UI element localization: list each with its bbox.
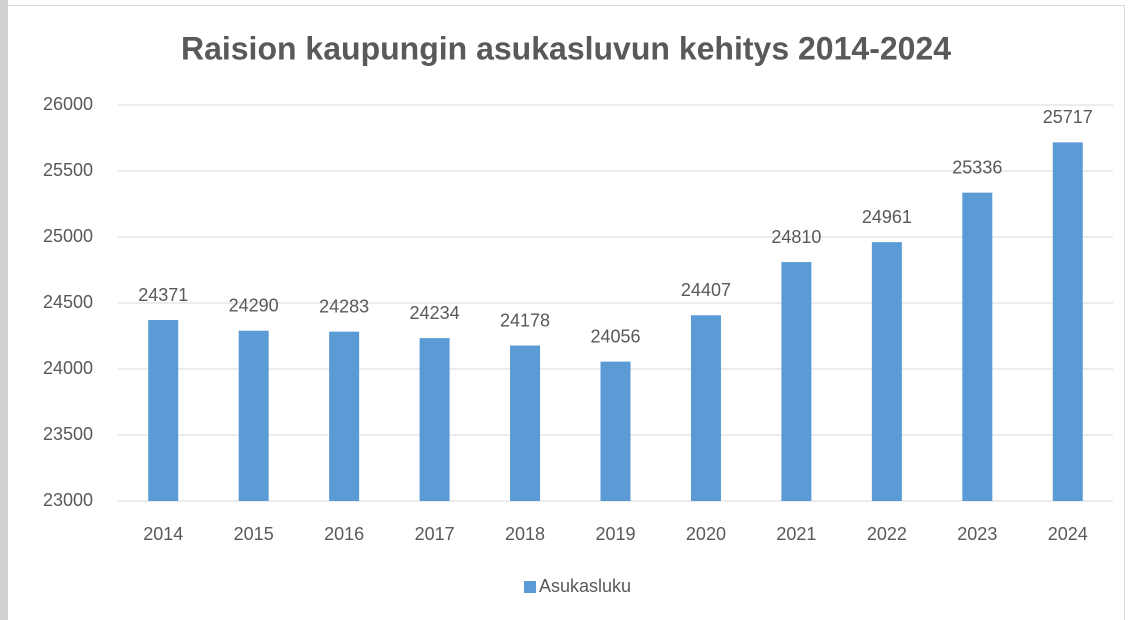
x-tick-label: 2022 [867, 524, 907, 544]
data-label: 24056 [590, 326, 640, 346]
x-tick-label: 2024 [1048, 524, 1088, 544]
x-tick-label: 2019 [595, 524, 635, 544]
bar [962, 192, 993, 501]
data-label: 24371 [138, 285, 188, 305]
bar [781, 262, 812, 501]
bar [690, 315, 721, 501]
left-border [0, 0, 8, 620]
y-tick-label: 24000 [43, 358, 93, 378]
data-label: 24961 [862, 207, 912, 227]
y-tick-label: 26000 [43, 94, 93, 114]
legend-label: Asukasluku [539, 576, 631, 596]
x-tick-label: 2023 [957, 524, 997, 544]
chart-title: Raision kaupungin asukasluvun kehitys 20… [181, 30, 951, 66]
x-tick-label: 2020 [686, 524, 726, 544]
data-label: 24810 [771, 227, 821, 247]
x-tick-label: 2017 [415, 524, 455, 544]
bar [419, 338, 450, 501]
bar [510, 345, 541, 501]
y-tick-label: 25000 [43, 226, 93, 246]
legend-swatch [524, 581, 536, 593]
y-tick-label: 23000 [43, 490, 93, 510]
data-label: 24178 [500, 310, 550, 330]
data-label: 24283 [319, 296, 369, 316]
bar [148, 320, 179, 501]
bar [329, 331, 360, 501]
data-label: 25336 [952, 157, 1002, 177]
y-tick-label: 24500 [43, 292, 93, 312]
bar [238, 330, 269, 501]
x-tick-label: 2016 [324, 524, 364, 544]
bar [600, 361, 631, 501]
x-tick-label: 2018 [505, 524, 545, 544]
x-tick-label: 2021 [776, 524, 816, 544]
x-tick-label: 2015 [234, 524, 274, 544]
y-tick-label: 23500 [43, 424, 93, 444]
data-label: 24234 [410, 303, 460, 323]
y-tick-label: 25500 [43, 160, 93, 180]
bar [871, 242, 902, 501]
data-label: 24407 [681, 280, 731, 300]
data-label: 24290 [229, 295, 279, 315]
bar [1052, 142, 1083, 501]
data-label: 25717 [1043, 107, 1093, 127]
x-tick-label: 2014 [143, 524, 183, 544]
